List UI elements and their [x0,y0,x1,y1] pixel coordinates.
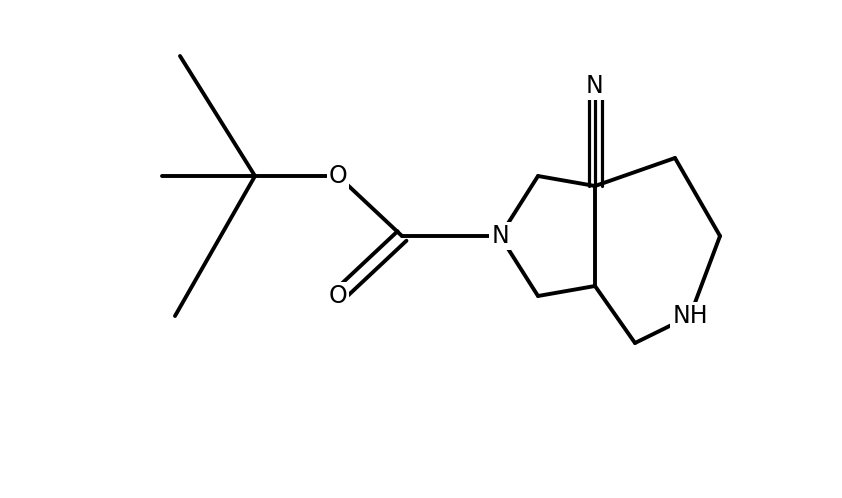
Text: N: N [491,224,509,248]
Text: NH: NH [672,304,708,328]
Text: O: O [328,164,348,188]
Text: N: N [586,74,604,98]
Text: O: O [328,284,348,308]
